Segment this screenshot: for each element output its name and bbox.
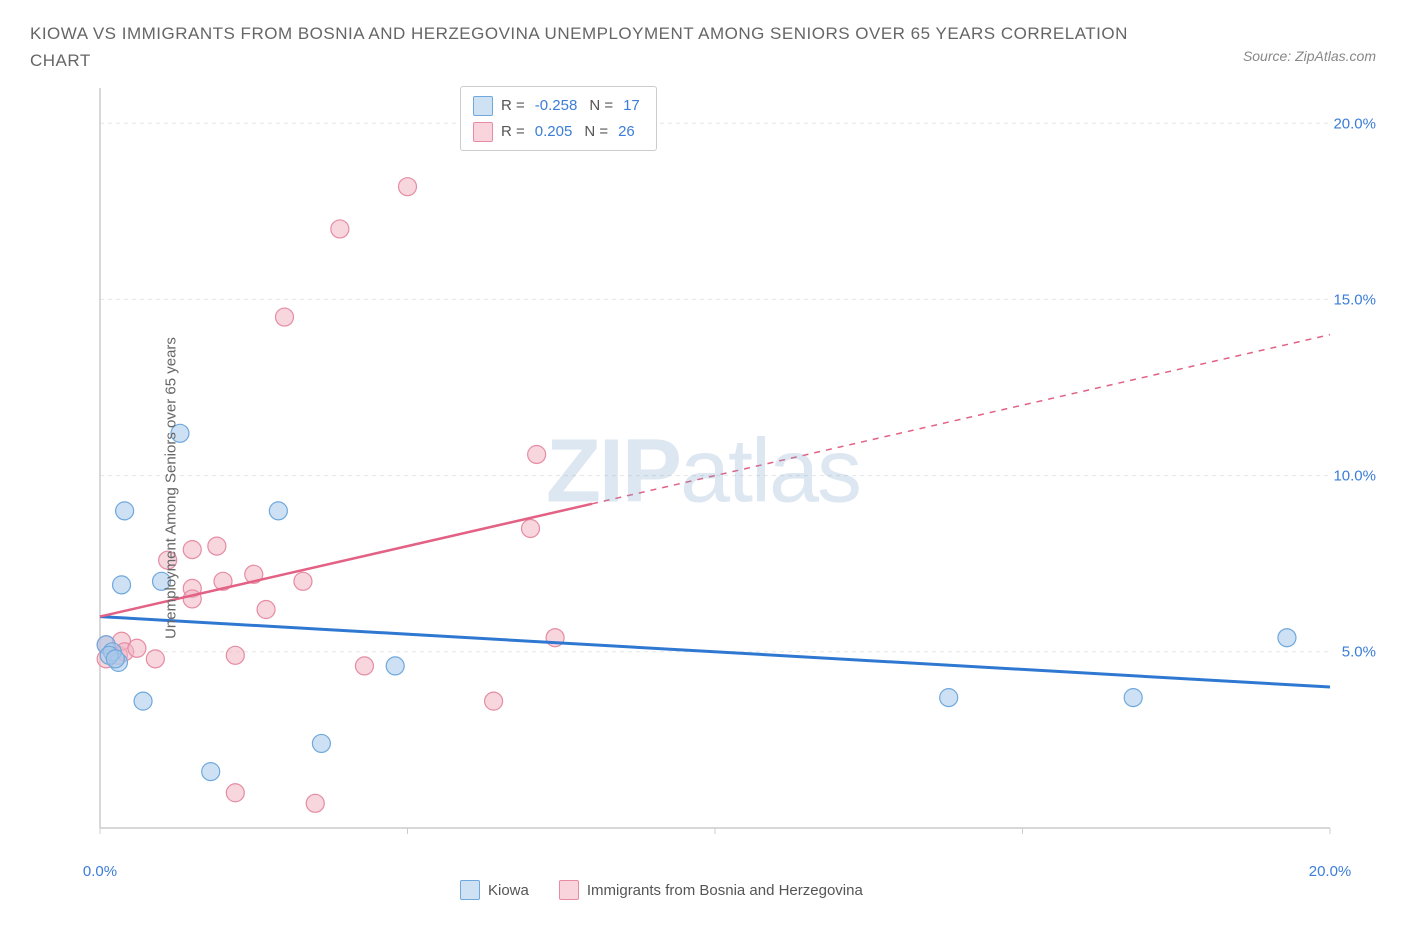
header: KIOWA VS IMMIGRANTS FROM BOSNIA AND HERZ… [30, 20, 1376, 74]
y-tick-label: 20.0% [1333, 115, 1376, 132]
r-label: R = [501, 93, 525, 119]
n-value: 26 [618, 119, 635, 145]
legend-series: Kiowa Immigrants from Bosnia and Herzego… [460, 880, 863, 900]
y-tick-label: 10.0% [1333, 467, 1376, 484]
y-axis-label: Unemployment Among Seniors over 65 years [162, 337, 179, 639]
n-label: N = [589, 93, 613, 119]
r-value: -0.258 [535, 93, 578, 119]
x-tick-label: 0.0% [83, 863, 117, 880]
n-label: N = [584, 119, 608, 145]
scatter-chart [30, 78, 1376, 898]
legend-swatch-pink [473, 122, 493, 142]
legend-stats-row-1: R = 0.205 N = 26 [473, 119, 644, 145]
legend-label: Kiowa [488, 882, 529, 899]
y-tick-label: 5.0% [1342, 644, 1376, 661]
legend-swatch-kiowa [460, 880, 480, 900]
legend-item-kiowa: Kiowa [460, 880, 529, 900]
legend-label: Immigrants from Bosnia and Herzegovina [587, 882, 863, 899]
x-tick-label: 20.0% [1309, 863, 1352, 880]
n-value: 17 [623, 93, 640, 119]
source-label: Source: ZipAtlas.com [1243, 48, 1376, 64]
y-tick-label: 15.0% [1333, 291, 1376, 308]
legend-item-bosnia: Immigrants from Bosnia and Herzegovina [559, 880, 863, 900]
legend-swatch-blue [473, 96, 493, 116]
r-label: R = [501, 119, 525, 145]
legend-stats-row-0: R = -0.258 N = 17 [473, 93, 644, 119]
chart-area: Unemployment Among Seniors over 65 years… [30, 78, 1376, 898]
legend-swatch-bosnia [559, 880, 579, 900]
chart-title: KIOWA VS IMMIGRANTS FROM BOSNIA AND HERZ… [30, 20, 1130, 74]
legend-stats: R = -0.258 N = 17 R = 0.205 N = 26 [460, 86, 657, 151]
r-value: 0.205 [535, 119, 573, 145]
